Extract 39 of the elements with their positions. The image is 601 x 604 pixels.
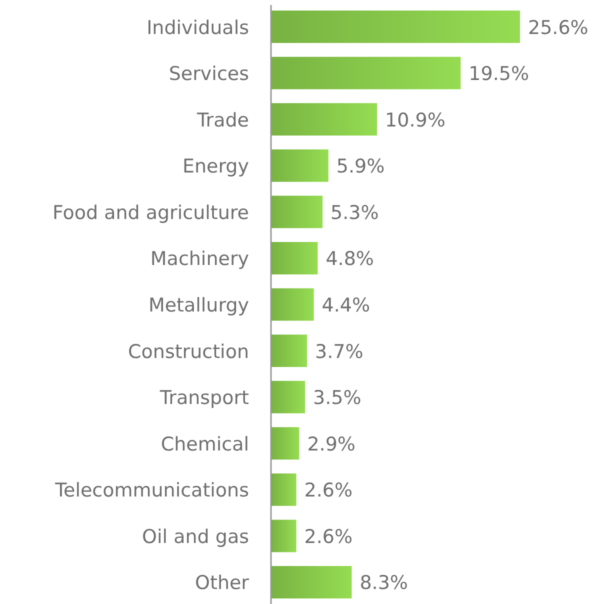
bar: [271, 520, 296, 552]
bar: [271, 242, 318, 274]
data-label: 4.8%: [326, 248, 374, 270]
data-label: 2.6%: [304, 526, 353, 548]
bar: [271, 334, 307, 367]
y-tick-label: Construction: [128, 340, 249, 363]
bar: [271, 288, 314, 321]
y-tick-label: Energy: [182, 156, 249, 178]
bar: [271, 149, 328, 182]
data-label: 8.3%: [360, 572, 408, 594]
y-tick-label: Other: [195, 572, 250, 594]
y-tick-label: Metallurgy: [148, 294, 249, 316]
data-label: 3.5%: [313, 387, 362, 410]
data-label: 2.6%: [304, 480, 353, 502]
data-label: 5.9%: [336, 156, 385, 178]
y-tick-label: Telecommunications: [54, 480, 249, 502]
y-tick-label: Oil and gas: [142, 526, 249, 548]
data-label: 3.7%: [314, 340, 364, 363]
y-tick-label: Chemical: [160, 433, 249, 456]
bar: [271, 103, 378, 136]
data-label: 19.5%: [468, 63, 530, 86]
bar: [271, 427, 300, 460]
bar: [271, 10, 520, 43]
data-label: 4.4%: [322, 294, 370, 316]
y-tick-label: Transport: [158, 387, 249, 410]
bar: [271, 473, 296, 506]
data-label: 10.9%: [385, 109, 446, 132]
y-tick-label: Services: [168, 63, 249, 86]
bar: [271, 196, 323, 228]
y-tick-label: Trade: [196, 109, 249, 132]
bar: [271, 566, 352, 598]
data-label: 25.6%: [528, 16, 588, 39]
bar: [271, 56, 461, 90]
y-tick-label: Individuals: [146, 16, 249, 39]
y-tick-label: Food and agriculture: [52, 202, 249, 224]
data-label: 2.9%: [307, 433, 356, 456]
y-tick-label: Machinery: [150, 248, 249, 270]
bar: [271, 380, 306, 414]
data-label: 5.3%: [330, 202, 379, 224]
